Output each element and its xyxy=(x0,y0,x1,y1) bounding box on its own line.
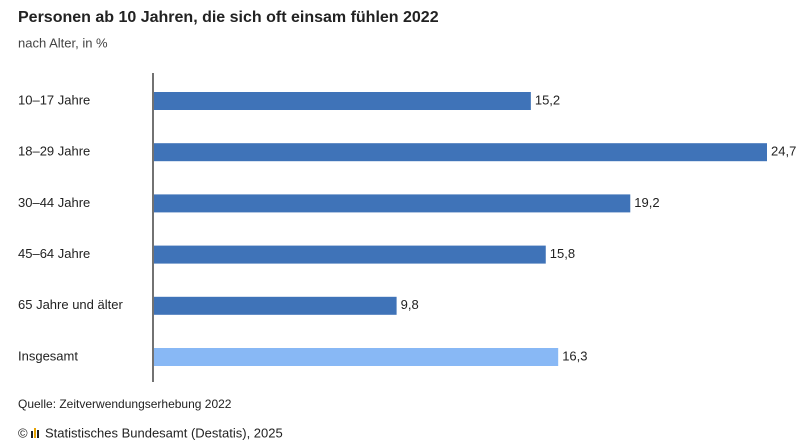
value-label: 15,8 xyxy=(550,246,575,261)
category-label: 45–64 Jahre xyxy=(18,246,90,261)
bar xyxy=(154,296,397,315)
category-label: 30–44 Jahre xyxy=(18,195,90,210)
bar xyxy=(154,348,559,366)
value-label: 9,8 xyxy=(401,297,419,312)
value-label: 16,3 xyxy=(562,348,587,363)
chart-subtitle: nach Alter, in % xyxy=(18,35,108,50)
copyright: Statistisches Bundesamt (Destatis), 2025 xyxy=(45,425,283,440)
value-label: 24,7 xyxy=(771,144,796,159)
category-label: Insgesamt xyxy=(18,348,78,363)
bar xyxy=(154,194,631,213)
bar xyxy=(154,143,767,162)
source: Quelle: Zeitverwendungserhebung 2022 xyxy=(18,397,232,411)
category-label: 18–29 Jahre xyxy=(18,144,90,159)
bar xyxy=(154,245,546,264)
bar xyxy=(154,92,531,110)
category-label: 65 Jahre und älter xyxy=(18,297,123,312)
value-label: 19,2 xyxy=(634,195,659,210)
value-label: 15,2 xyxy=(535,92,560,107)
logo-icon xyxy=(31,428,39,438)
copyright-symbol: © xyxy=(18,425,28,440)
category-label: 10–17 Jahre xyxy=(18,92,90,107)
chart-title: Personen ab 10 Jahren, die sich oft eins… xyxy=(18,9,439,26)
